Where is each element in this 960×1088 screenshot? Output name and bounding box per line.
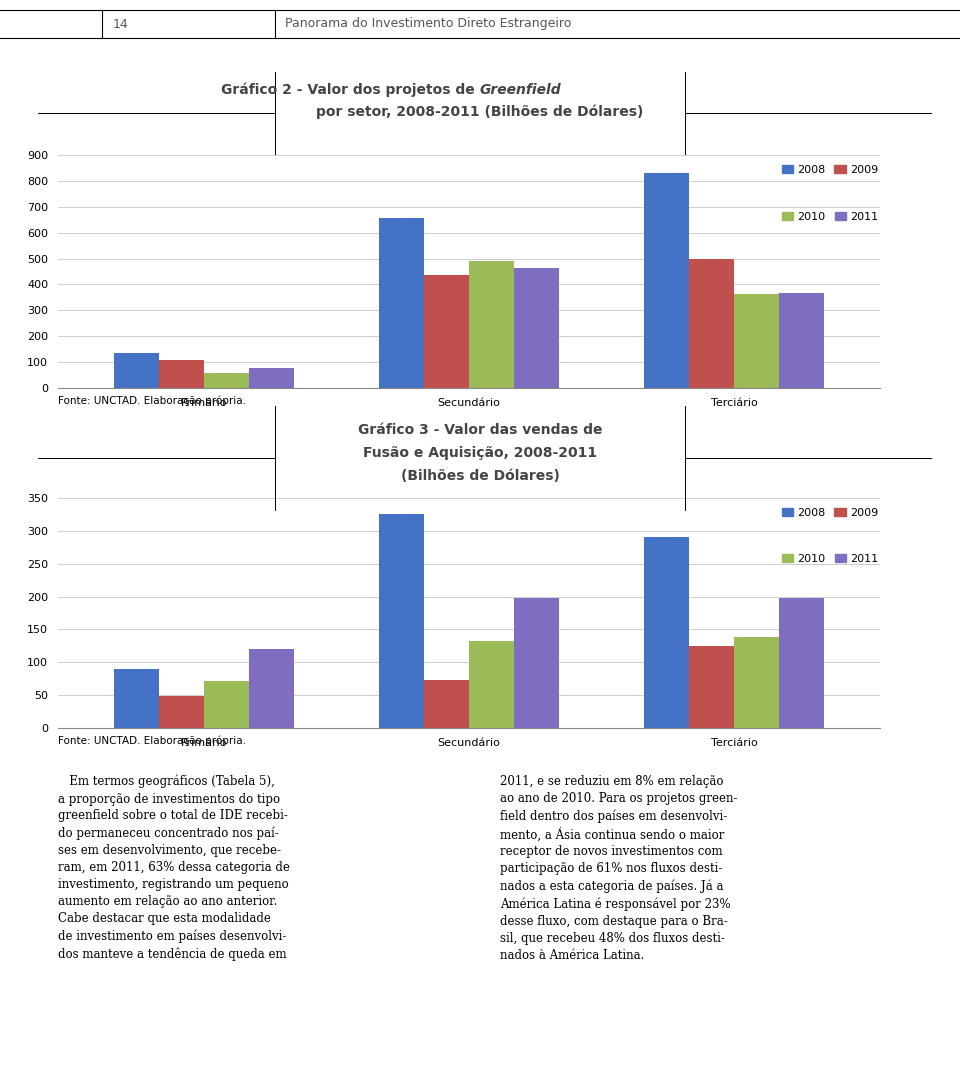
Bar — [469, 261, 514, 388]
Bar — [113, 669, 158, 728]
Bar — [379, 219, 424, 388]
Bar — [514, 269, 559, 388]
Bar — [734, 638, 780, 728]
Bar — [113, 353, 158, 388]
Text: 2011, e se reduziu em 8% em relação
ao ano de 2010. Para os projetos green-
fiel: 2011, e se reduziu em 8% em relação ao a… — [500, 775, 737, 962]
Text: Em termos geográficos (Tabela 5),
a proporção de investimentos do tipo
greenfiel: Em termos geográficos (Tabela 5), a prop… — [58, 775, 290, 961]
Text: Greenfield: Greenfield — [480, 83, 562, 97]
Bar — [249, 368, 294, 388]
Text: Fonte: UNCTAD. Elaboração própria.: Fonte: UNCTAD. Elaboração própria. — [58, 735, 246, 745]
Bar — [379, 515, 424, 728]
Text: Fusão e Aquisição, 2008-2011: Fusão e Aquisição, 2008-2011 — [363, 446, 597, 460]
Bar — [249, 650, 294, 728]
Bar — [204, 373, 249, 388]
Text: Panorama do Investimento Direto Estrangeiro: Panorama do Investimento Direto Estrange… — [285, 17, 571, 30]
Bar — [644, 537, 689, 728]
Text: por setor, 2008-2011 (Bilhões de Dólares): por setor, 2008-2011 (Bilhões de Dólares… — [316, 104, 644, 120]
Text: Gráfico 2 - Valor dos projetos de: Gráfico 2 - Valor dos projetos de — [222, 83, 480, 97]
Bar — [644, 173, 689, 388]
Bar — [780, 598, 825, 728]
Bar — [780, 293, 825, 388]
Bar — [158, 696, 204, 728]
Text: Fonte: UNCTAD. Elaboração própria.: Fonte: UNCTAD. Elaboração própria. — [58, 395, 246, 406]
Bar — [469, 641, 514, 728]
Legend: 2010, 2011: 2010, 2011 — [778, 207, 882, 226]
Bar — [689, 646, 734, 728]
Text: Gráfico 3 - Valor das vendas de: Gráfico 3 - Valor das vendas de — [358, 423, 602, 437]
Bar — [514, 598, 559, 728]
Bar — [689, 259, 734, 388]
Bar — [424, 680, 469, 728]
Bar — [204, 681, 249, 728]
Bar — [158, 359, 204, 388]
Bar — [424, 275, 469, 388]
Text: 14: 14 — [113, 17, 129, 30]
Bar — [734, 294, 780, 388]
Text: (Bilhões de Dólares): (Bilhões de Dólares) — [400, 469, 560, 483]
Legend: 2010, 2011: 2010, 2011 — [778, 549, 882, 568]
